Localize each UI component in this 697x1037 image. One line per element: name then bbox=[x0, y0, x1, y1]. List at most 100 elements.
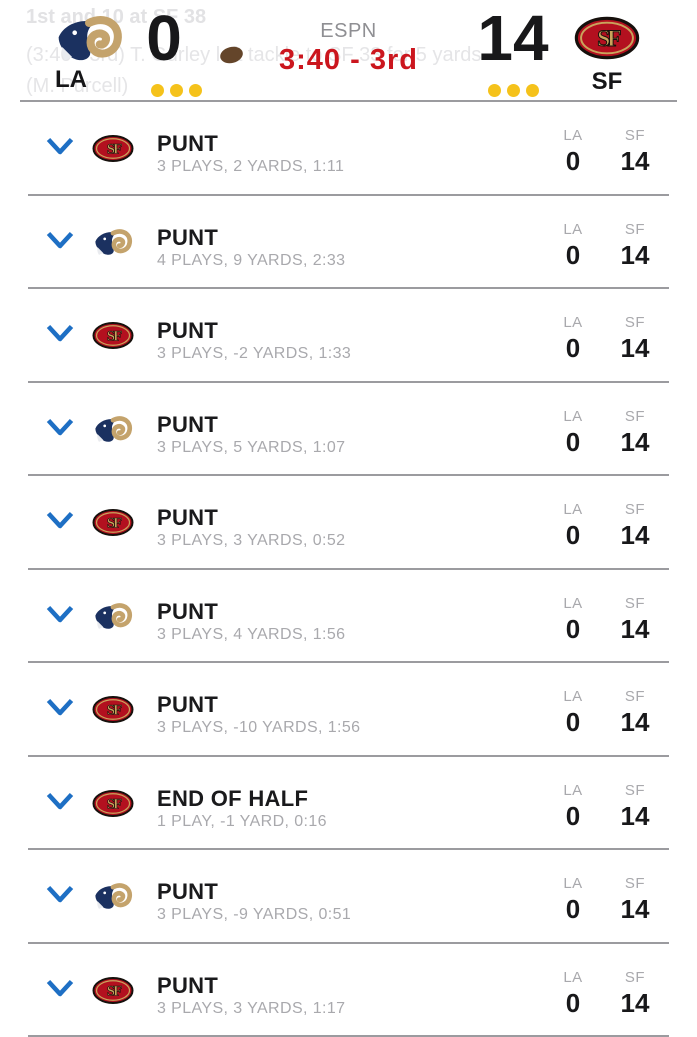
drive-row[interactable]: SF END OF HALF 1 PLAY, -1 YARD, 0:16 LA … bbox=[0, 757, 697, 851]
chevron-down-icon[interactable] bbox=[46, 792, 74, 811]
49ers-logo-icon: SF bbox=[92, 508, 134, 537]
home-column-score: 14 bbox=[607, 894, 663, 924]
away-column-header: LA bbox=[545, 688, 601, 705]
away-column-header: LA bbox=[545, 127, 601, 144]
home-team-abbr: SF bbox=[577, 68, 637, 96]
svg-text:SF: SF bbox=[107, 703, 122, 719]
chevron-down-icon[interactable] bbox=[46, 324, 74, 343]
rams-logo-icon bbox=[92, 882, 134, 911]
drive-summary: 3 PLAYS, -2 YARDS, 1:33 bbox=[157, 344, 351, 363]
49ers-logo-icon: SF bbox=[92, 321, 134, 350]
svg-text:SF: SF bbox=[107, 142, 122, 158]
drive-summary: 3 PLAYS, 2 YARDS, 1:11 bbox=[157, 157, 344, 176]
drive-result: END OF HALF bbox=[157, 786, 308, 811]
drive-list: SF PUNT 3 PLAYS, 2 YARDS, 1:11 LA 0 SF 1… bbox=[0, 102, 697, 1037]
home-column-score: 14 bbox=[607, 146, 663, 176]
away-column-score: 0 bbox=[545, 988, 601, 1018]
away-column-header: LA bbox=[545, 221, 601, 238]
away-column-header: LA bbox=[545, 969, 601, 986]
drive-row[interactable]: SF PUNT 3 PLAYS, 3 YARDS, 0:52 LA 0 SF 1… bbox=[0, 476, 697, 570]
chevron-down-icon[interactable] bbox=[46, 979, 74, 998]
drive-row[interactable]: PUNT 3 PLAYS, 4 YARDS, 1:56 LA 0 SF 14 bbox=[0, 570, 697, 664]
chevron-down-icon[interactable] bbox=[46, 605, 74, 624]
drive-summary: 3 PLAYS, 3 YARDS, 1:17 bbox=[157, 999, 345, 1018]
drive-result: PUNT bbox=[157, 973, 218, 998]
home-column-header: SF bbox=[607, 314, 663, 331]
svg-text:SF: SF bbox=[107, 796, 122, 812]
timeout-dot bbox=[189, 84, 202, 97]
chevron-down-icon[interactable] bbox=[46, 698, 74, 717]
drive-row[interactable]: SF PUNT 3 PLAYS, -10 YARDS, 1:56 LA 0 SF… bbox=[0, 663, 697, 757]
away-column-score: 0 bbox=[545, 707, 601, 737]
timeout-dot bbox=[507, 84, 520, 97]
drive-result: PUNT bbox=[157, 879, 218, 904]
49ers-logo-icon: SF bbox=[92, 976, 134, 1005]
49ers-logo-icon: SF bbox=[92, 134, 134, 163]
drive-result: PUNT bbox=[157, 599, 218, 624]
timeout-dot bbox=[170, 84, 183, 97]
drive-result: PUNT bbox=[157, 412, 218, 437]
home-column-score: 14 bbox=[607, 801, 663, 831]
home-score: 14 bbox=[471, 0, 555, 76]
home-column-header: SF bbox=[607, 875, 663, 892]
home-column-header: SF bbox=[607, 408, 663, 425]
home-column-header: SF bbox=[607, 127, 663, 144]
home-column-score: 14 bbox=[607, 240, 663, 270]
home-column-header: SF bbox=[607, 688, 663, 705]
drive-summary: 3 PLAYS, -9 YARDS, 0:51 bbox=[157, 905, 351, 924]
drive-row[interactable]: SF PUNT 3 PLAYS, 3 YARDS, 1:17 LA 0 SF 1… bbox=[0, 944, 697, 1037]
drive-result: PUNT bbox=[157, 318, 218, 343]
away-column-score: 0 bbox=[545, 240, 601, 270]
drive-summary: 3 PLAYS, 5 YARDS, 1:07 bbox=[157, 438, 345, 457]
49ers-logo-icon: SF bbox=[92, 695, 134, 724]
drive-row[interactable]: SF PUNT 3 PLAYS, -2 YARDS, 1:33 LA 0 SF … bbox=[0, 289, 697, 383]
away-column-score: 0 bbox=[545, 614, 601, 644]
timeout-dot bbox=[488, 84, 501, 97]
home-column-score: 14 bbox=[607, 333, 663, 363]
drive-summary: 4 PLAYS, 9 YARDS, 2:33 bbox=[157, 251, 345, 270]
drive-row[interactable]: PUNT 4 PLAYS, 9 YARDS, 2:33 LA 0 SF 14 bbox=[0, 196, 697, 290]
drive-result: PUNT bbox=[157, 225, 218, 250]
drive-result: PUNT bbox=[157, 505, 218, 530]
svg-text:SF: SF bbox=[107, 516, 122, 532]
home-column-score: 14 bbox=[607, 988, 663, 1018]
home-column-header: SF bbox=[607, 595, 663, 612]
away-column-header: LA bbox=[545, 501, 601, 518]
drive-row[interactable]: SF PUNT 3 PLAYS, 2 YARDS, 1:11 LA 0 SF 1… bbox=[0, 102, 697, 196]
scoreboard: 1st and 10 at SF 38 (3:40 - 3rd) T. Gurl… bbox=[0, 0, 697, 102]
away-column-score: 0 bbox=[545, 146, 601, 176]
drive-result: PUNT bbox=[157, 692, 218, 717]
svg-text:SF: SF bbox=[597, 26, 621, 52]
rams-logo-icon bbox=[92, 415, 134, 444]
drive-result: PUNT bbox=[157, 131, 218, 156]
chevron-down-icon[interactable] bbox=[46, 511, 74, 530]
home-column-score: 14 bbox=[607, 707, 663, 737]
timeout-dot bbox=[526, 84, 539, 97]
chevron-down-icon[interactable] bbox=[46, 885, 74, 904]
home-column-score: 14 bbox=[607, 427, 663, 457]
drive-row[interactable]: PUNT 3 PLAYS, -9 YARDS, 0:51 LA 0 SF 14 bbox=[0, 850, 697, 944]
drive-summary: 3 PLAYS, -10 YARDS, 1:56 bbox=[157, 718, 360, 737]
away-timeouts-indicator bbox=[151, 84, 202, 97]
rams-logo-icon bbox=[92, 602, 134, 631]
chevron-down-icon[interactable] bbox=[46, 418, 74, 437]
away-column-score: 0 bbox=[545, 894, 601, 924]
home-column-score: 14 bbox=[607, 614, 663, 644]
away-column-score: 0 bbox=[545, 333, 601, 363]
home-timeouts-indicator bbox=[488, 84, 539, 97]
chevron-down-icon[interactable] bbox=[46, 231, 74, 250]
away-column-header: LA bbox=[545, 782, 601, 799]
away-column-score: 0 bbox=[545, 520, 601, 550]
drive-row[interactable]: PUNT 3 PLAYS, 5 YARDS, 1:07 LA 0 SF 14 bbox=[0, 383, 697, 477]
home-column-score: 14 bbox=[607, 520, 663, 550]
home-column-header: SF bbox=[607, 969, 663, 986]
away-column-score: 0 bbox=[545, 801, 601, 831]
drive-summary: 3 PLAYS, 4 YARDS, 1:56 bbox=[157, 625, 345, 644]
chevron-down-icon[interactable] bbox=[46, 137, 74, 156]
svg-text:SF: SF bbox=[107, 983, 122, 999]
drive-summary: 1 PLAY, -1 YARD, 0:16 bbox=[157, 812, 327, 831]
away-column-header: LA bbox=[545, 314, 601, 331]
away-column-header: LA bbox=[545, 595, 601, 612]
drive-summary: 3 PLAYS, 3 YARDS, 0:52 bbox=[157, 531, 345, 550]
home-column-header: SF bbox=[607, 782, 663, 799]
